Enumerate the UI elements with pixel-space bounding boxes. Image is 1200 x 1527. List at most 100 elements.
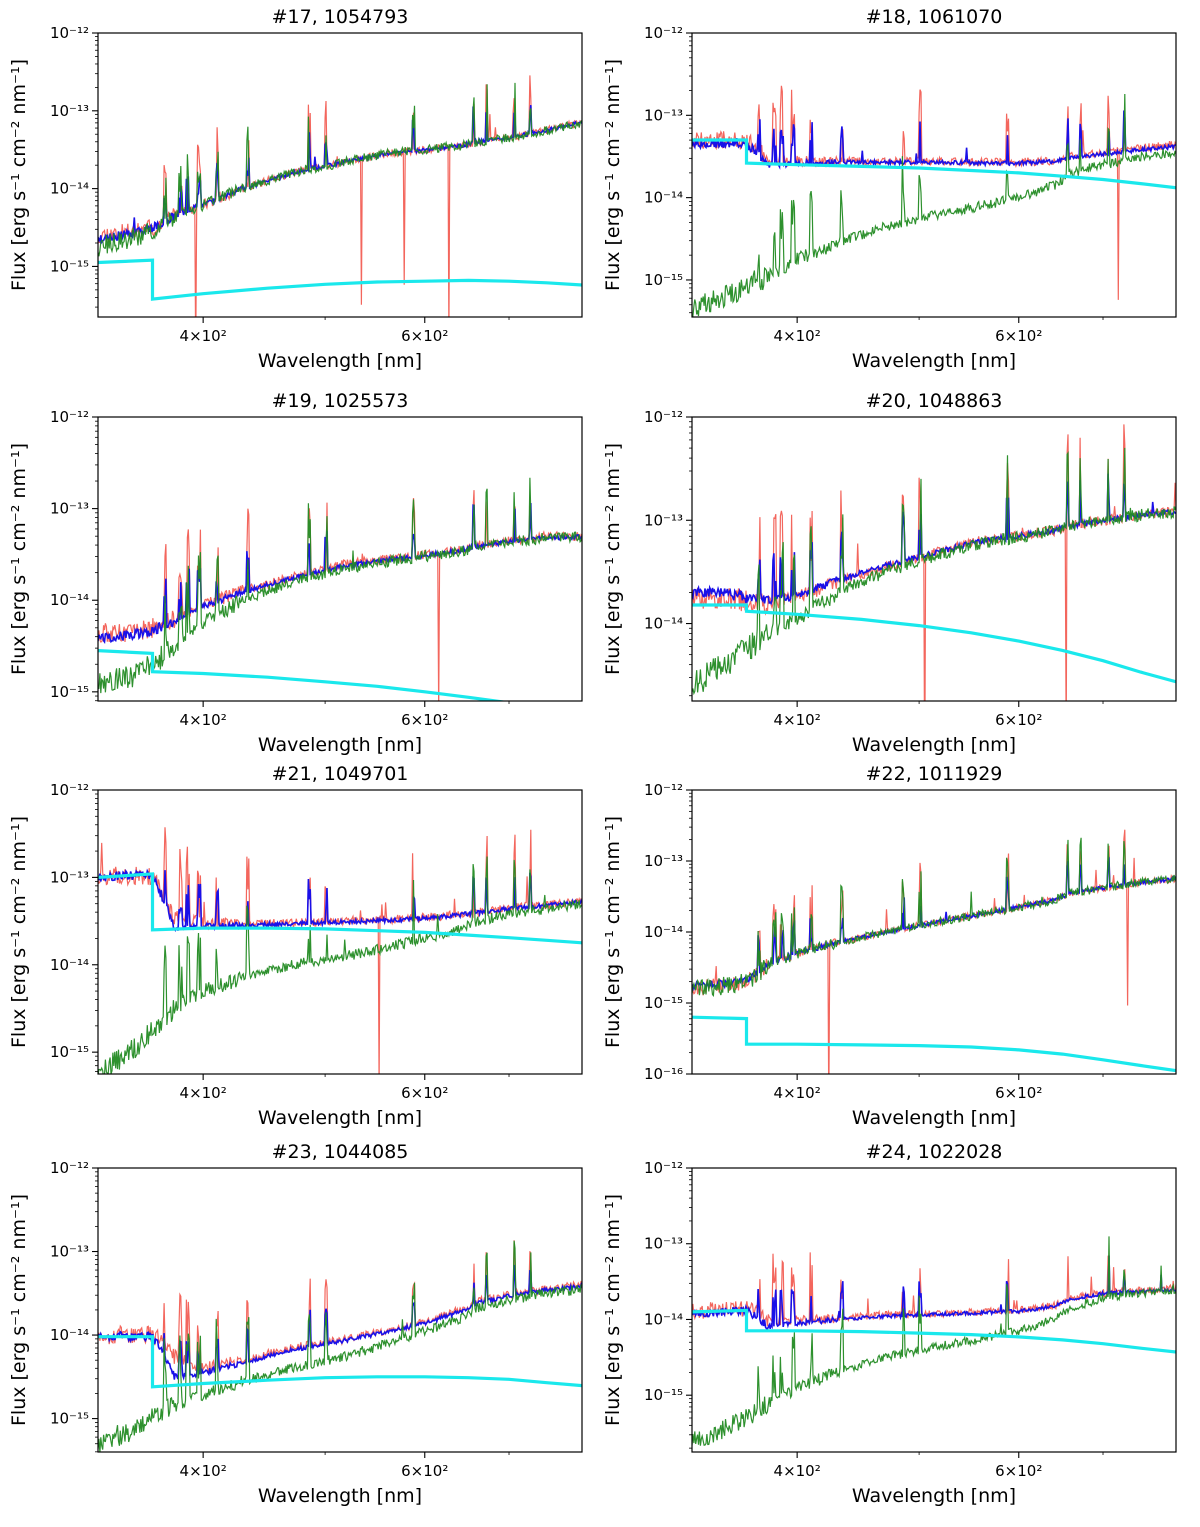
- series-line-stellar: [98, 1240, 582, 1452]
- plot-area: [692, 1236, 1176, 1446]
- y-axis-label: Flux [erg s⁻¹ cm⁻² nm⁻¹]: [602, 816, 624, 1048]
- x-axis: 4×10² 6×10²: [774, 317, 1104, 345]
- series-line-nebular: [98, 1335, 582, 1389]
- series-line-observed: [692, 1252, 1176, 1327]
- y-tick-label: 10⁻¹³: [644, 852, 683, 870]
- y-tick-label: 10⁻¹⁵: [50, 1410, 89, 1428]
- series-line-model: [98, 868, 582, 932]
- series-line-model: [98, 502, 582, 644]
- y-tick-label: 10⁻¹³: [644, 1235, 683, 1253]
- x-axis-label: Wavelength [nm]: [258, 350, 422, 372]
- series-line-nebular: [692, 603, 1176, 684]
- y-tick-label: 10⁻¹⁵: [50, 1043, 89, 1061]
- axes-frame: [97, 32, 583, 318]
- axes-frame: [97, 1167, 583, 1453]
- x-tick-label: 6×10²: [401, 1084, 448, 1102]
- x-tick-label: 6×10²: [995, 711, 1042, 729]
- y-tick-label: 10⁻¹²: [644, 24, 683, 42]
- y-axis-label: Flux [erg s⁻¹ cm⁻² nm⁻¹]: [8, 59, 30, 291]
- chart-panel: 10⁻¹⁵ 10⁻¹⁴ 10⁻¹³ 10⁻¹² 4×10² 6×10² #17, 10547…: [8, 6, 583, 372]
- panel-title: #18, 1061070: [866, 6, 1003, 28]
- y-tick-label: 10⁻¹³: [644, 106, 683, 124]
- x-axis: 4×10² 6×10²: [774, 1074, 1104, 1102]
- y-axis: 10⁻¹⁴ 10⁻¹³ 10⁻¹²: [644, 408, 692, 697]
- chart-panel: 10⁻¹⁵ 10⁻¹⁴ 10⁻¹³ 10⁻¹² 4×10² 6×10² #19, 10255…: [8, 390, 583, 756]
- x-axis-label: Wavelength [nm]: [852, 1485, 1016, 1507]
- y-axis: 10⁻¹⁵ 10⁻¹⁴ 10⁻¹³ 10⁻¹²: [644, 1159, 692, 1449]
- plot-area: [692, 424, 1176, 701]
- x-axis: 4×10² 6×10²: [774, 1452, 1104, 1480]
- y-axis-label: Flux [erg s⁻¹ cm⁻² nm⁻¹]: [8, 1194, 30, 1426]
- plot-area: [98, 827, 582, 1074]
- series-line-model: [98, 105, 582, 245]
- x-tick-label: 4×10²: [180, 1462, 227, 1480]
- plot-area: [98, 477, 582, 701]
- series-line-nebular: [98, 872, 582, 945]
- y-tick-label: 10⁻¹³: [50, 500, 89, 518]
- chart-panel: 10⁻¹⁵ 10⁻¹⁴ 10⁻¹³ 10⁻¹² 4×10² 6×10² #18, 10610…: [602, 6, 1177, 372]
- series-line-nebular: [98, 258, 582, 301]
- series-line-nebular: [692, 138, 1176, 190]
- y-tick-label: 10⁻¹²: [50, 24, 89, 42]
- plot-area: [98, 1240, 582, 1452]
- axes-frame: [97, 416, 583, 702]
- y-tick-label: 10⁻¹⁴: [50, 1326, 89, 1344]
- y-axis-label: Flux [erg s⁻¹ cm⁻² nm⁻¹]: [8, 443, 30, 675]
- x-tick-label: 4×10²: [774, 1084, 821, 1102]
- x-tick-label: 6×10²: [401, 711, 448, 729]
- chart-panel: 10⁻¹⁴ 10⁻¹³ 10⁻¹² 4×10² 6×10² #20, 1048863 Wav…: [602, 390, 1177, 756]
- y-tick-label: 10⁻¹²: [644, 408, 683, 426]
- x-axis: 4×10² 6×10²: [180, 317, 510, 345]
- y-tick-label: 10⁻¹⁴: [644, 615, 683, 633]
- x-axis-label: Wavelength [nm]: [258, 734, 422, 756]
- y-tick-label: 10⁻¹⁵: [644, 994, 683, 1012]
- axes-frame: [691, 416, 1177, 702]
- x-axis: 4×10² 6×10²: [180, 1452, 510, 1480]
- y-tick-label: 10⁻¹⁵: [50, 257, 89, 275]
- x-tick-label: 4×10²: [774, 327, 821, 345]
- y-tick-label: 10⁻¹⁴: [644, 1310, 683, 1328]
- y-tick-label: 10⁻¹⁴: [644, 923, 683, 941]
- y-tick-label: 10⁻¹³: [50, 102, 89, 120]
- x-axis: 4×10² 6×10²: [180, 701, 510, 729]
- axes-frame: [691, 789, 1177, 1075]
- x-axis-label: Wavelength [nm]: [258, 1485, 422, 1507]
- y-axis-label: Flux [erg s⁻¹ cm⁻² nm⁻¹]: [602, 443, 624, 675]
- y-axis: 10⁻¹⁵ 10⁻¹⁴ 10⁻¹³ 10⁻¹²: [50, 24, 98, 308]
- series-line-stellar: [98, 477, 582, 694]
- series-line-nebular: [692, 1308, 1176, 1354]
- series-line-nebular: [692, 1015, 1176, 1073]
- x-tick-label: 4×10²: [774, 1462, 821, 1480]
- x-tick-label: 6×10²: [401, 1462, 448, 1480]
- x-tick-label: 4×10²: [180, 327, 227, 345]
- axes-frame: [691, 32, 1177, 318]
- y-tick-label: 10⁻¹⁴: [644, 189, 683, 207]
- y-tick-label: 10⁻¹³: [644, 511, 683, 529]
- y-tick-label: 10⁻¹⁵: [50, 683, 89, 701]
- chart-panel: 10⁻¹⁶ 10⁻¹⁵ 10⁻¹⁴ 10⁻¹³ 10⁻¹² 4×10² 6×10² #22, …: [602, 763, 1177, 1129]
- x-axis-label: Wavelength [nm]: [852, 350, 1016, 372]
- y-axis: 10⁻¹⁵ 10⁻¹⁴ 10⁻¹³ 10⁻¹²: [644, 24, 692, 314]
- y-axis-label: Flux [erg s⁻¹ cm⁻² nm⁻¹]: [602, 59, 624, 291]
- series-line-stellar: [692, 447, 1176, 696]
- y-tick-label: 10⁻¹⁵: [644, 1386, 683, 1404]
- y-tick-label: 10⁻¹²: [50, 408, 89, 426]
- series-line-model: [692, 473, 1176, 606]
- x-tick-label: 6×10²: [401, 327, 448, 345]
- chart-panel: 10⁻¹⁵ 10⁻¹⁴ 10⁻¹³ 10⁻¹² 4×10² 6×10² #23, 10440…: [8, 1141, 583, 1507]
- y-tick-label: 10⁻¹⁶: [644, 1065, 683, 1083]
- x-axis-label: Wavelength [nm]: [258, 1107, 422, 1129]
- x-tick-label: 6×10²: [995, 327, 1042, 345]
- plot-area: [98, 75, 582, 317]
- panel-title: #22, 1011929: [866, 763, 1003, 785]
- series-line-stellar: [692, 1236, 1176, 1446]
- series-line-model: [692, 110, 1176, 170]
- y-tick-label: 10⁻¹³: [50, 1243, 89, 1261]
- series-line-stellar: [692, 837, 1176, 998]
- panel-title: #17, 1054793: [272, 6, 409, 28]
- series-line-stellar: [98, 82, 582, 257]
- panel-title: #21, 1049701: [272, 763, 409, 785]
- x-tick-label: 4×10²: [180, 711, 227, 729]
- x-tick-label: 4×10²: [774, 711, 821, 729]
